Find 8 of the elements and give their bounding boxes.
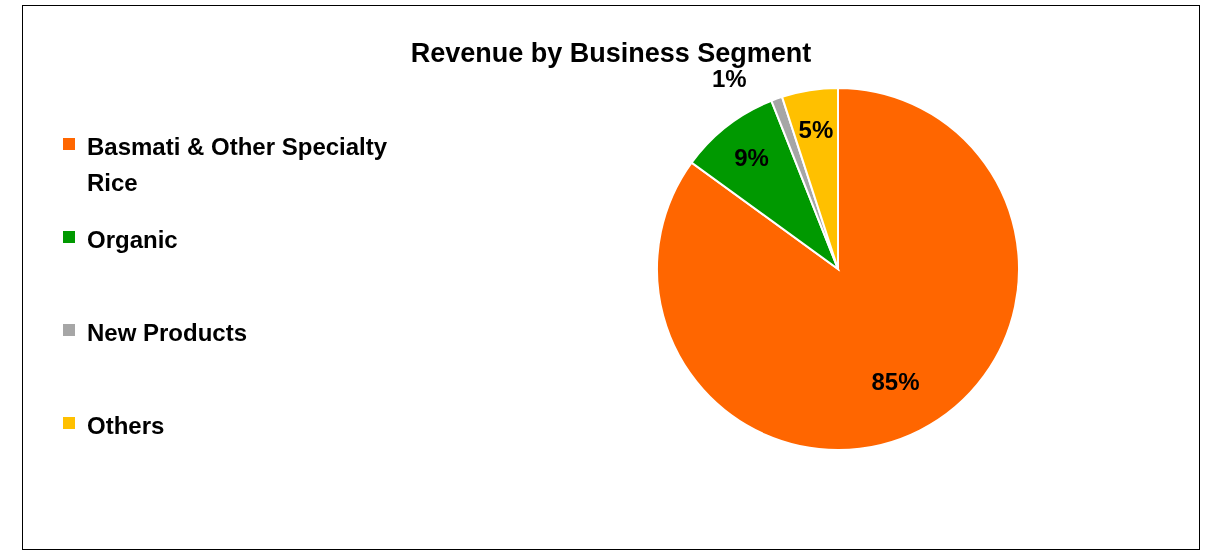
legend-label: Others [87,411,165,441]
data-label: 5% [798,116,834,144]
pie-slice [656,87,1020,451]
data-label: 85% [871,368,920,396]
legend-label: Organic [87,225,178,255]
legend-label: New Products [87,318,248,348]
data-label: 9% [734,143,769,171]
legend-label: Basmati & Other Specialty Rice [87,132,389,198]
